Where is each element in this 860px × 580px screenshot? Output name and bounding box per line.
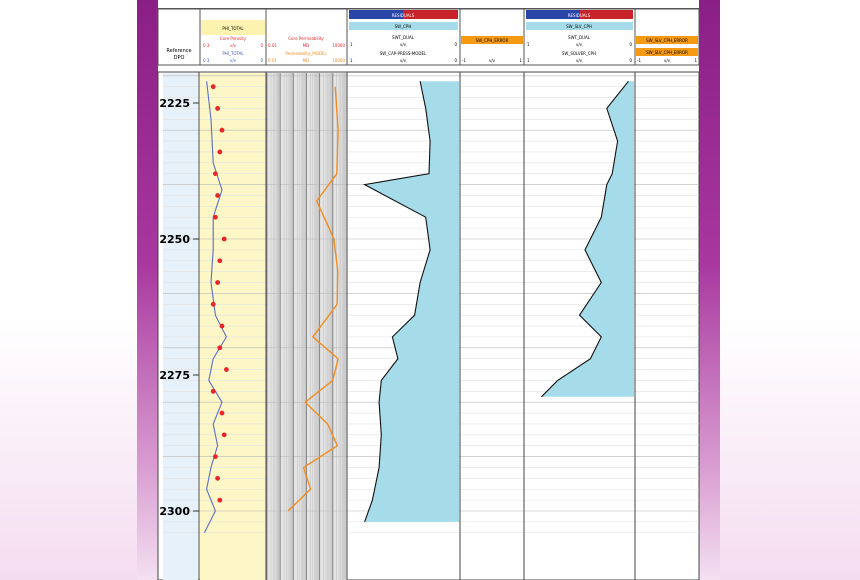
model-max: 0 [454, 58, 457, 63]
depth-unit: DPO [174, 55, 185, 61]
core-porosity-label: Core Porosity [220, 36, 247, 41]
slv-error-bottom-swatch [636, 48, 698, 56]
phi-min: 0.3 [203, 58, 210, 63]
phi-max: 0 [260, 58, 263, 63]
residuals-blue-swatch [349, 10, 403, 19]
error-max: 1 [519, 58, 522, 63]
core-perm-unit: MD [303, 43, 310, 48]
core-porosity-min: 0.3 [203, 43, 210, 48]
log-scale-grid [266, 73, 346, 580]
model-unit: v/v [400, 58, 407, 63]
core-point-layer [210, 84, 229, 503]
depth-tick-label: 2300 [159, 505, 190, 518]
core-porosity-point [213, 214, 218, 220]
swt2-unit: v/v [576, 42, 583, 47]
core-porosity-point [215, 280, 221, 285]
core-porosity-point [213, 171, 218, 177]
porosity-track [200, 73, 266, 580]
residuals2-label: RESIDUALS [568, 13, 591, 18]
residuals2-red-swatch [580, 10, 633, 19]
sw-cph-curve [362, 81, 431, 523]
log-header: Reference DPO PHI_TOTAL Core Porosity 0.… [157, 8, 700, 66]
core-porosity-point [217, 345, 223, 351]
depth-tick-label: 2225 [159, 97, 190, 110]
error-unit: v/v [489, 58, 496, 63]
sw-cph-fill [364, 81, 459, 522]
sw-cph-error-label: SW_CPH_ERROR [476, 38, 509, 43]
sw-slv-cph-label: SW_SLV_CPH [566, 24, 592, 29]
slv-error-top-swatch [636, 36, 698, 44]
phi-unit: v/v [230, 58, 237, 63]
swt2-max: 0 [629, 42, 632, 47]
phi-total-top: PHI_TOTAL [222, 26, 244, 31]
core-porosity-point [210, 388, 216, 394]
core-porosity-point [215, 475, 221, 481]
swt-max: 0 [454, 42, 457, 47]
sw-slv-cph-swatch [526, 22, 633, 30]
swt-min: 1 [350, 42, 353, 47]
cap-press-model-label: SW_CAP-PRESS-MODEL [380, 51, 427, 56]
core-perm-max: 10000 [332, 43, 345, 48]
core-porosity-point [215, 106, 221, 111]
core-porosity-max: 0 [260, 43, 263, 48]
error-min: -1 [462, 58, 466, 63]
core-porosity-point [217, 258, 223, 264]
slv-error-max: 1 [694, 58, 697, 63]
core-porosity-point [210, 84, 216, 90]
core-porosity-point [221, 236, 227, 242]
slv-error-top-label: SW_SLV_CPH_ERROR [646, 38, 688, 43]
slv-error-bottom-label: SW_SLV_CPH_ERROR [646, 50, 688, 55]
swt-dual-label: SWT_DUAL [392, 35, 415, 40]
core-porosity-point [219, 323, 225, 329]
sw-cph-swatch [349, 22, 458, 30]
core-perm-min: 0.01 [268, 43, 277, 48]
slv-error-min: -1 [637, 58, 641, 63]
swt-unit: v/v [400, 42, 407, 47]
model-min: 1 [350, 58, 353, 63]
sw-cph-error-swatch [461, 36, 523, 44]
solver-unit: v/v [576, 58, 583, 63]
solver-max: 0 [629, 58, 632, 63]
sw-cph-label: SW_CPH [395, 24, 412, 29]
depth-tick-label: 2250 [159, 233, 190, 246]
phi-total-bottom: PHI_TOTAL [222, 51, 244, 56]
swt-dual2-label: SWT_DUAL [568, 35, 591, 40]
residuals2-blue-swatch [526, 10, 580, 19]
core-porosity-point [215, 193, 221, 198]
core-porosity-point [224, 367, 229, 372]
solver-min: 1 [527, 58, 530, 63]
perm-model-max: 10000 [332, 58, 345, 63]
residuals-red-swatch [403, 10, 458, 19]
fill-layer [364, 81, 634, 522]
core-porosity-point [217, 149, 223, 155]
depth-tick-label: 2275 [159, 369, 190, 382]
core-perm-label: Core Permeability [288, 36, 324, 41]
porosity-header-fill [201, 20, 265, 35]
swt2-min: 1 [527, 42, 530, 47]
perm-model-curve [287, 86, 339, 512]
core-porosity-point [210, 301, 216, 307]
sw-solver-fill [541, 81, 634, 397]
perm-model-label: Permeability_MODEL [285, 51, 327, 56]
core-porosity-point [219, 410, 225, 416]
core-porosity-point [221, 432, 227, 438]
core-porosity-unit: v/v [230, 43, 237, 48]
reference-label: Reference [166, 48, 191, 54]
sw-solver-cph-label: SW_SOLVER_CPH [562, 51, 596, 56]
core-porosity-point [213, 454, 218, 459]
track-dividers [198, 72, 636, 580]
perm-model-min: 0.01 [268, 58, 277, 63]
sw-solver-curve [541, 80, 629, 398]
depth-axis: 2225 2250 2275 2300 [159, 97, 199, 518]
residuals-label: RESIDUALS [392, 13, 415, 18]
core-porosity-point [219, 127, 225, 133]
depth-track [163, 73, 198, 580]
core-porosity-point [217, 497, 223, 503]
slv-error-unit: v/v [664, 58, 671, 63]
perm-model-unit: MD [303, 58, 310, 63]
